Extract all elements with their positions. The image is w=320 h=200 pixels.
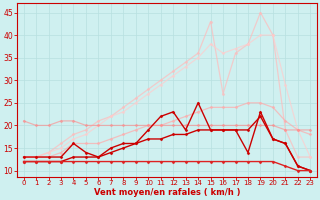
X-axis label: Vent moyen/en rafales ( km/h ): Vent moyen/en rafales ( km/h ): [94, 188, 240, 197]
